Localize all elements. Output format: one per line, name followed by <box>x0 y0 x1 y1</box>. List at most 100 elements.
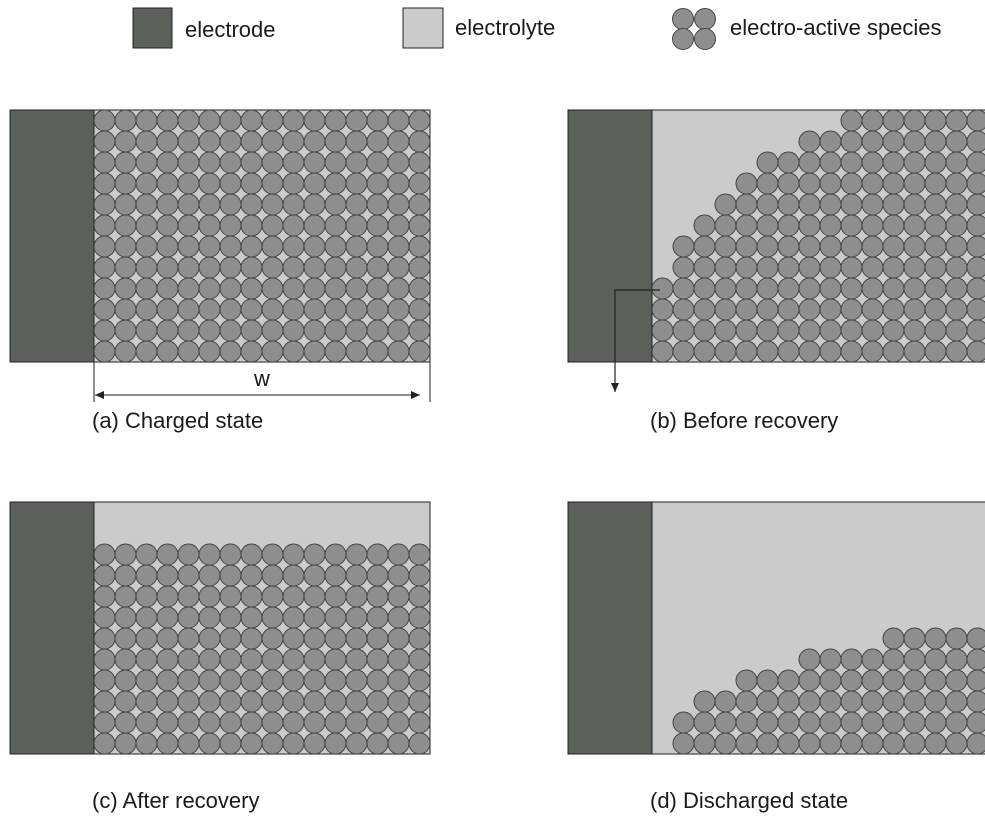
species-particle <box>409 131 430 152</box>
species-particle <box>967 649 985 670</box>
species-particle <box>241 173 262 194</box>
species-particle <box>946 712 967 733</box>
species-particle <box>283 173 304 194</box>
species-particle <box>346 341 367 362</box>
species-particle <box>715 691 736 712</box>
species-particle <box>325 194 346 215</box>
species-particle <box>715 299 736 320</box>
species-particle <box>883 341 904 362</box>
species-particle <box>841 110 862 131</box>
species-particle <box>115 607 136 628</box>
species-particle <box>220 341 241 362</box>
species-particle <box>883 278 904 299</box>
species-particle <box>388 341 409 362</box>
species-particle <box>199 565 220 586</box>
species-particle <box>967 173 985 194</box>
species-particle <box>136 152 157 173</box>
species-particle <box>925 173 946 194</box>
species-particle <box>241 341 262 362</box>
species-particle <box>220 110 241 131</box>
species-particle <box>883 649 904 670</box>
species-particle <box>199 544 220 565</box>
species-particle <box>304 544 325 565</box>
species-particle <box>967 131 985 152</box>
species-particle <box>883 691 904 712</box>
species-particle <box>757 670 778 691</box>
species-particle <box>757 341 778 362</box>
species-particle <box>367 236 388 257</box>
species-particle <box>367 152 388 173</box>
species-particle <box>967 110 985 131</box>
species-particle <box>178 320 199 341</box>
species-particle <box>715 733 736 754</box>
species-particle <box>136 586 157 607</box>
species-particle <box>694 733 715 754</box>
species-particle <box>925 278 946 299</box>
species-particle <box>262 712 283 733</box>
species-particle <box>757 733 778 754</box>
species-particle <box>904 278 925 299</box>
species-particle <box>178 670 199 691</box>
species-particle <box>757 236 778 257</box>
species-particle <box>736 215 757 236</box>
species-particle <box>157 649 178 670</box>
species-particle <box>409 586 430 607</box>
species-particle <box>757 712 778 733</box>
species-particle <box>283 586 304 607</box>
species-particle <box>115 110 136 131</box>
species-particle <box>778 299 799 320</box>
species-particle <box>778 236 799 257</box>
species-particle <box>283 131 304 152</box>
species-particle <box>178 544 199 565</box>
species-particle <box>409 236 430 257</box>
species-particle <box>967 236 985 257</box>
species-particle <box>178 341 199 362</box>
species-particle <box>820 649 841 670</box>
species-particle <box>325 110 346 131</box>
species-particle <box>283 341 304 362</box>
species-particle <box>283 236 304 257</box>
species-particle <box>409 194 430 215</box>
species-particle <box>694 299 715 320</box>
species-particle <box>388 712 409 733</box>
species-particle <box>199 712 220 733</box>
species-particle <box>367 320 388 341</box>
species-particle <box>736 299 757 320</box>
species-particle <box>673 320 694 341</box>
species-particle <box>367 257 388 278</box>
species-particle <box>757 320 778 341</box>
species-particle <box>262 341 283 362</box>
species-particle <box>115 565 136 586</box>
species-particle <box>283 544 304 565</box>
caption: (b) Before recovery <box>650 408 838 433</box>
species-particle <box>325 586 346 607</box>
species-particle <box>283 257 304 278</box>
species-particle <box>799 236 820 257</box>
species-particle <box>262 173 283 194</box>
species-particle <box>388 628 409 649</box>
species-particle <box>346 607 367 628</box>
species-particle <box>94 236 115 257</box>
species-particle <box>778 194 799 215</box>
species-particle <box>115 691 136 712</box>
species-particle <box>925 649 946 670</box>
species-particle <box>673 733 694 754</box>
species-particle <box>304 110 325 131</box>
species-particle <box>388 299 409 320</box>
species-particle <box>409 341 430 362</box>
species-particle <box>157 341 178 362</box>
species-particle <box>799 691 820 712</box>
species-particle <box>94 733 115 754</box>
species-particle <box>883 257 904 278</box>
species-particle <box>367 341 388 362</box>
species-particle <box>304 586 325 607</box>
species-particle <box>325 236 346 257</box>
species-particle <box>862 194 883 215</box>
species-particle <box>946 257 967 278</box>
species-particle <box>220 173 241 194</box>
species-particle <box>820 691 841 712</box>
species-particle <box>346 131 367 152</box>
species-particle <box>241 628 262 649</box>
species-particle <box>220 733 241 754</box>
species-particle <box>967 691 985 712</box>
